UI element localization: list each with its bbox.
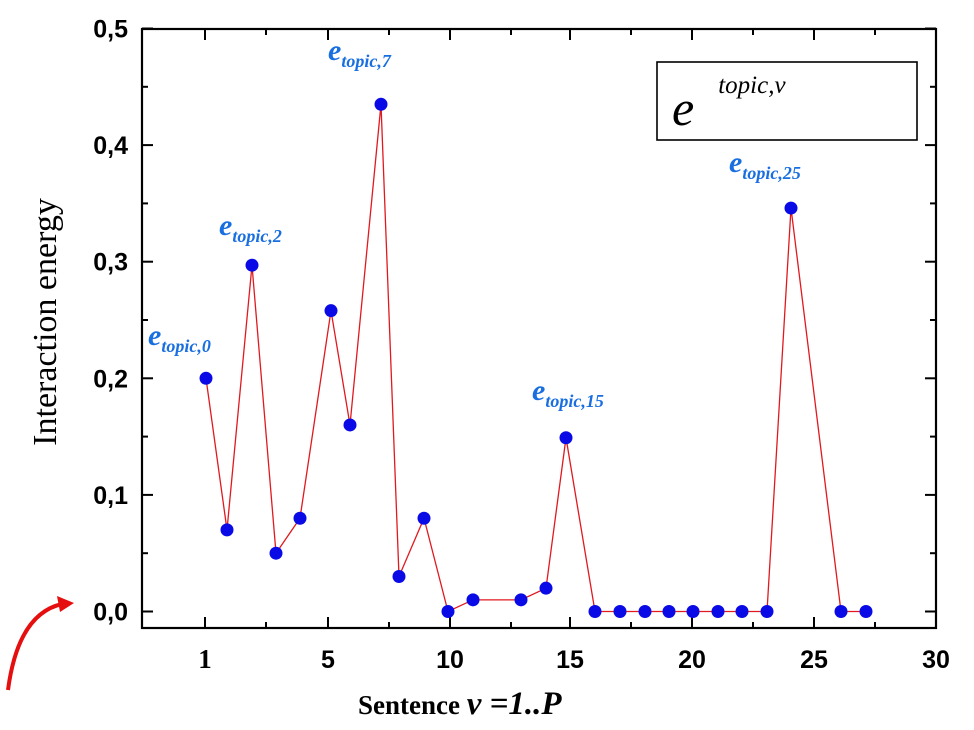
data-point — [735, 605, 749, 618]
data-point — [343, 418, 357, 432]
highlight-arrow — [6, 596, 74, 691]
annotation-label: etopic,0 — [148, 319, 211, 356]
data-point — [199, 371, 213, 385]
annotation-main: e — [219, 209, 232, 242]
y-tick-label: 0,3 — [93, 249, 128, 277]
y-tick-label: 0,2 — [93, 365, 128, 393]
data-point — [293, 511, 307, 525]
data-point — [613, 605, 627, 618]
data-point — [638, 605, 652, 618]
legend-label-sup: topic,ν — [718, 72, 786, 99]
legend-label-main: e — [672, 80, 694, 136]
annotation-subscript: topic,15 — [545, 391, 604, 411]
y-axis-label: Interaction energy — [27, 198, 64, 446]
legend-box — [656, 61, 918, 141]
data-point — [559, 431, 573, 445]
y-tick-label: 0,5 — [93, 16, 128, 44]
data-point — [514, 593, 528, 607]
y-tick-label: 0,1 — [93, 482, 128, 510]
x-tick-label: 5 — [321, 646, 335, 674]
x-tick-label: 10 — [436, 646, 464, 674]
x-axis-label: Sentence ν =1..P — [358, 686, 562, 722]
y-tick-label: 0,4 — [93, 132, 128, 160]
x-tick-label: 15 — [556, 646, 584, 674]
plot-area — [140, 27, 938, 630]
data-point — [662, 605, 676, 618]
annotation-main: e — [328, 34, 341, 67]
annotation-label: etopic,2 — [219, 209, 282, 246]
arrow-head — [57, 596, 74, 612]
data-point — [374, 97, 388, 111]
data-point — [324, 304, 338, 318]
axis-labels: Interaction energy Sentence ν =1..P — [27, 198, 562, 722]
annotation-label: etopic,25 — [729, 146, 801, 183]
data-point — [711, 605, 725, 618]
legend: e topic,ν — [656, 61, 918, 141]
annotation-label: etopic,7 — [328, 34, 392, 71]
x-tick-label: 20 — [678, 646, 706, 674]
data-point — [466, 593, 480, 607]
x-tick-label: 25 — [800, 646, 828, 674]
x-axis-label-math: ν =1..P — [467, 686, 563, 722]
data-point — [784, 201, 798, 215]
x-axis-label-prefix: Sentence — [358, 690, 467, 720]
annotation-subscript: topic,7 — [341, 51, 391, 71]
legend-label: e topic,ν — [672, 72, 786, 136]
plot-frame — [140, 27, 938, 630]
annotation-subscript: topic,0 — [161, 336, 211, 356]
x-tick-label: 1 — [198, 644, 212, 674]
data-series — [199, 97, 873, 618]
x-tick-label: 30 — [922, 646, 950, 674]
annotation-subscript: topic,2 — [232, 226, 282, 246]
axis-ticks: 0,00,10,20,30,40,51 5 10 15 20 25 30 — [93, 16, 950, 675]
data-point — [834, 605, 848, 618]
annotation-main: e — [729, 146, 742, 179]
annotation-label: etopic,15 — [532, 374, 604, 411]
data-point — [539, 581, 553, 595]
annotation-main: e — [532, 374, 545, 407]
data-point — [220, 523, 234, 537]
point-annotations: etopic,0etopic,2etopic,7etopic,15etopic,… — [148, 34, 801, 411]
data-point — [588, 605, 602, 618]
data-point — [417, 511, 431, 525]
arrow-shaft — [6, 602, 63, 691]
data-point — [392, 570, 406, 584]
data-point — [859, 605, 873, 618]
y-tick-label: 0,0 — [93, 599, 128, 627]
data-point — [760, 605, 774, 618]
data-point — [269, 546, 283, 560]
data-point — [686, 605, 700, 618]
annotation-subscript: topic,25 — [742, 163, 801, 183]
data-point — [245, 258, 259, 272]
annotation-main: e — [148, 319, 161, 352]
data-point — [441, 605, 455, 618]
